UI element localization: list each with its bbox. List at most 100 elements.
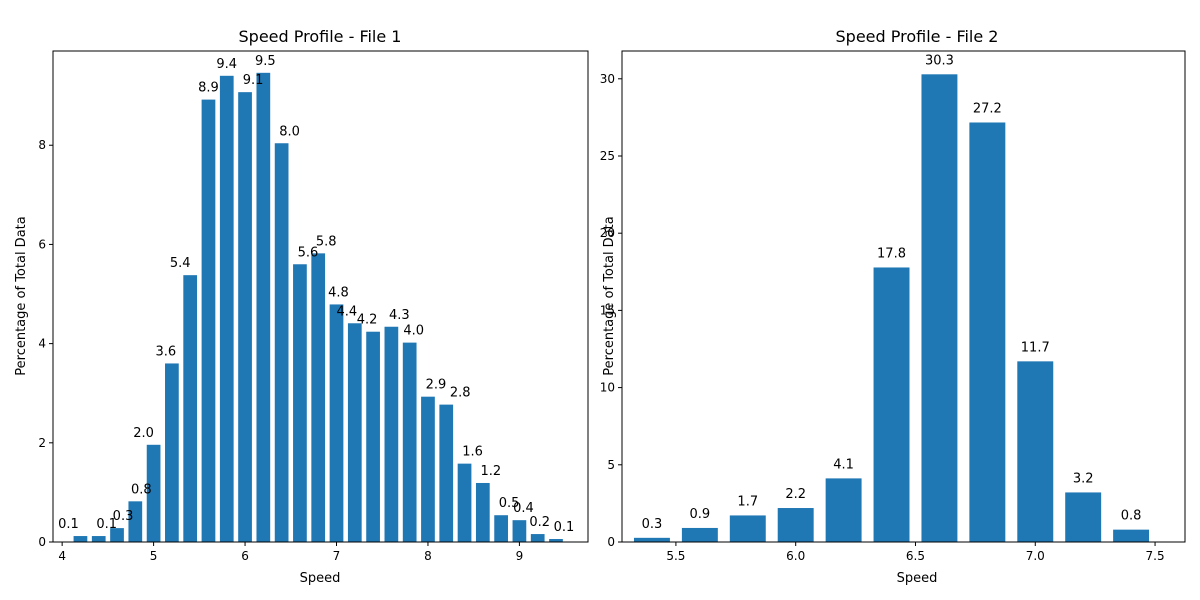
x-tick-label: 4 [58, 549, 66, 563]
y-tick-label: 0 [38, 535, 46, 549]
bar [384, 326, 399, 542]
x-tick-label: 5 [150, 549, 158, 563]
bar [128, 501, 143, 542]
y-tick-label: 4 [38, 337, 46, 351]
data-label: 0.1 [96, 517, 117, 532]
data-label: 4.3 [389, 308, 410, 323]
y-tick-label: 25 [600, 149, 615, 163]
x-tick-label: 7.0 [1026, 549, 1045, 563]
data-label: 0.4 [513, 501, 534, 516]
bar [219, 75, 234, 543]
bar [347, 323, 362, 542]
bar [201, 99, 216, 542]
data-label: 2.0 [133, 426, 154, 441]
data-label: 0.2 [529, 515, 550, 530]
data-label: 0.1 [554, 520, 575, 535]
x-tick-label: 9 [516, 549, 524, 563]
bar [1065, 492, 1102, 542]
x-tick-label: 7 [333, 549, 341, 563]
bar [777, 508, 814, 542]
y-tick-label: 30 [600, 72, 615, 86]
bar [73, 536, 88, 542]
data-label: 0.8 [131, 482, 152, 497]
y-axis-label: Percentage of Total Data [602, 216, 617, 375]
data-label: 27.2 [973, 101, 1002, 116]
bar [439, 404, 454, 542]
data-label: 2.9 [426, 378, 447, 393]
data-label: 0.8 [1121, 509, 1142, 524]
bar [293, 264, 307, 542]
bar [457, 463, 472, 542]
data-label: 9.1 [243, 73, 264, 88]
data-label: 5.8 [316, 234, 337, 249]
bar [402, 342, 417, 542]
bar [183, 275, 198, 542]
data-label: 1.6 [462, 445, 483, 460]
bar [969, 122, 1006, 543]
data-label: 0.3 [642, 517, 663, 532]
bar [475, 482, 490, 542]
chart-title: Speed Profile - File 2 [836, 27, 999, 46]
data-label: 8.0 [279, 124, 300, 139]
x-tick-label: 6.5 [906, 549, 925, 563]
bar [494, 515, 508, 542]
data-label: 4.0 [403, 324, 424, 339]
data-label: 4.1 [833, 457, 854, 472]
y-tick-label: 20 [600, 226, 615, 240]
bar [512, 520, 527, 542]
data-label: 1.2 [480, 464, 501, 479]
bar [633, 537, 670, 542]
y-tick-label: 6 [38, 237, 46, 251]
data-label: 4.4 [336, 304, 357, 319]
data-label: 4.8 [328, 285, 349, 300]
bar [921, 74, 958, 542]
data-label: 30.3 [925, 53, 954, 68]
bar [530, 534, 545, 542]
bar [256, 72, 271, 542]
bar [311, 253, 326, 542]
data-label: 0.1 [58, 517, 79, 532]
bar [825, 478, 862, 542]
data-label: 5.6 [298, 245, 319, 260]
bar [329, 304, 344, 542]
data-label: 2.2 [785, 487, 806, 502]
x-axis-label: Speed [300, 571, 341, 586]
data-label: 2.8 [450, 386, 471, 401]
data-label: 0.9 [690, 507, 711, 522]
data-label: 1.7 [737, 494, 758, 509]
data-label: 9.5 [255, 54, 276, 69]
y-tick-label: 15 [600, 303, 615, 317]
axes-frame [621, 50, 1186, 543]
bar [549, 539, 563, 542]
x-tick-label: 5.5 [666, 549, 685, 563]
x-tick-label: 7.5 [1146, 549, 1165, 563]
data-label: 11.7 [1021, 340, 1050, 355]
data-label: 0.3 [113, 509, 134, 524]
bar [110, 528, 124, 542]
bar [165, 363, 179, 542]
bar [274, 143, 289, 542]
axes-frame [52, 50, 589, 543]
x-axis-label: Speed [897, 571, 938, 586]
x-tick-label: 8 [424, 549, 432, 563]
bar [366, 331, 380, 542]
bar [238, 92, 252, 542]
bar [1017, 361, 1054, 542]
bar [1113, 529, 1150, 542]
x-tick-label: 6 [241, 549, 249, 563]
y-tick-label: 10 [600, 381, 615, 395]
bar [421, 396, 435, 542]
data-label: 9.4 [216, 57, 237, 72]
y-tick-label: 8 [38, 138, 46, 152]
bar [873, 267, 910, 542]
bar [729, 515, 766, 542]
chart-file-1: Speed Profile - File 1 Speed Percentage … [14, 27, 589, 586]
y-tick-label: 2 [38, 436, 46, 450]
bar [146, 444, 161, 542]
data-label: 3.2 [1073, 471, 1094, 486]
data-label: 8.9 [198, 81, 219, 96]
data-label: 17.8 [877, 246, 906, 261]
x-tick-label: 6.0 [786, 549, 805, 563]
chart-file-2: Speed Profile - File 2 Speed Percentage … [600, 27, 1186, 586]
chart-title: Speed Profile - File 1 [239, 27, 402, 46]
